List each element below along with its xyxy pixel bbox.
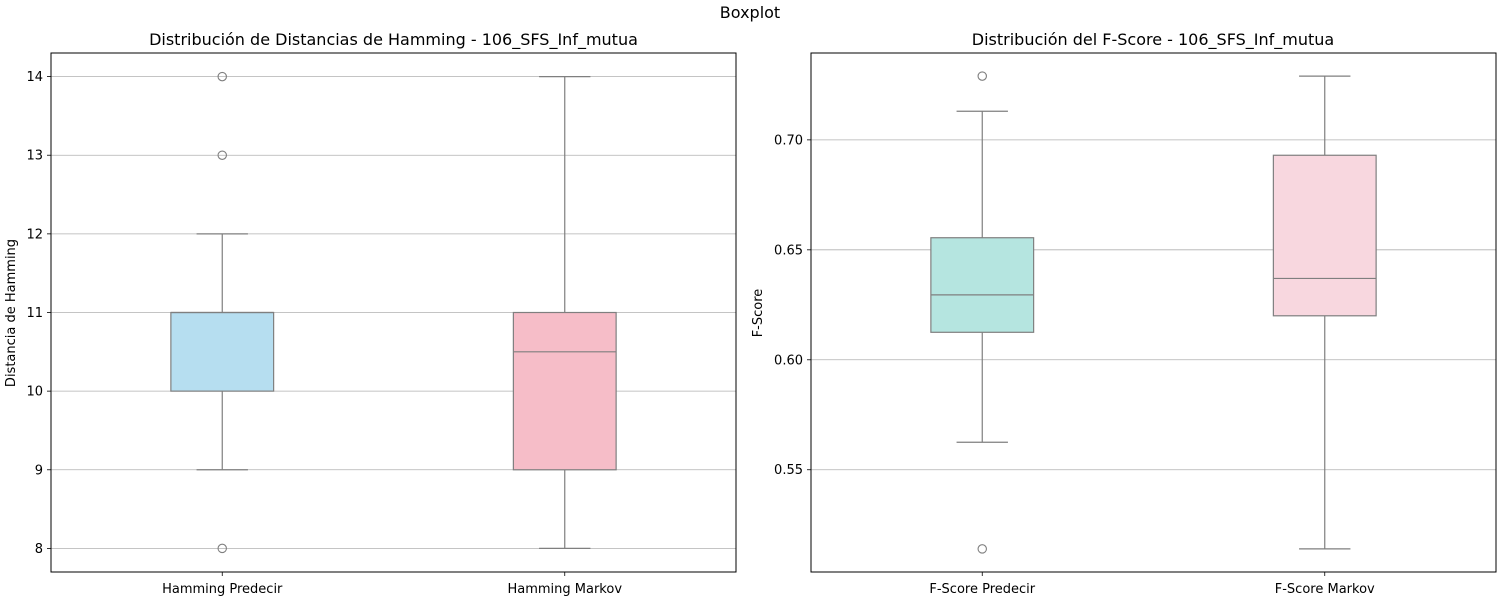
hamming-boxplot-panel: Distribución de Distancias de Hamming - … xyxy=(4,30,737,597)
hamming-outlier-point xyxy=(217,150,228,160)
fscore-outlier-point xyxy=(977,71,987,81)
fscore-box xyxy=(930,237,1035,333)
hamming-y-tick-label: 11 xyxy=(26,306,43,321)
fscore-panel-title: Distribución del F-Score - 106_SFS_Inf_m… xyxy=(972,30,1334,50)
hamming-outlier-point xyxy=(217,71,228,82)
fscore-axes-frame xyxy=(810,52,1497,573)
fscore-y-tick-label: 0.60 xyxy=(774,353,803,368)
fscore-y-axis-label: F-Score xyxy=(751,289,766,338)
hamming-panel-title: Distribución de Distancias de Hamming - … xyxy=(149,30,638,50)
hamming-box xyxy=(512,311,617,471)
hamming-y-tick-label: 9 xyxy=(35,463,43,478)
fscore-y-tick-label: 0.55 xyxy=(774,463,803,478)
fscore-boxplot-panel: Distribución del F-Score - 106_SFS_Inf_m… xyxy=(751,30,1497,597)
hamming-y-tick-label: 13 xyxy=(26,149,43,164)
hamming-y-tick-label: 10 xyxy=(26,385,43,400)
fscore-x-tick-label: F-Score Predecir xyxy=(929,582,1035,597)
fscore-y-tick-label: 0.65 xyxy=(774,243,803,258)
figure-title: Boxplot xyxy=(720,3,780,22)
fscore-outlier-point xyxy=(977,544,987,554)
hamming-outlier-point xyxy=(217,543,228,554)
hamming-y-tick-label: 14 xyxy=(26,70,43,85)
fscore-box xyxy=(1272,154,1377,317)
hamming-axes-frame xyxy=(50,52,737,573)
hamming-x-tick-label: Hamming Predecir xyxy=(162,582,283,597)
hamming-box xyxy=(170,311,275,392)
hamming-y-tick-label: 12 xyxy=(26,227,43,242)
fscore-x-tick-label: F-Score Markov xyxy=(1275,582,1375,597)
hamming-x-tick-label: Hamming Markov xyxy=(507,582,622,597)
hamming-y-tick-label: 8 xyxy=(35,542,43,557)
hamming-y-axis-label: Distancia de Hamming xyxy=(4,239,19,387)
fscore-y-tick-label: 0.70 xyxy=(774,133,803,148)
